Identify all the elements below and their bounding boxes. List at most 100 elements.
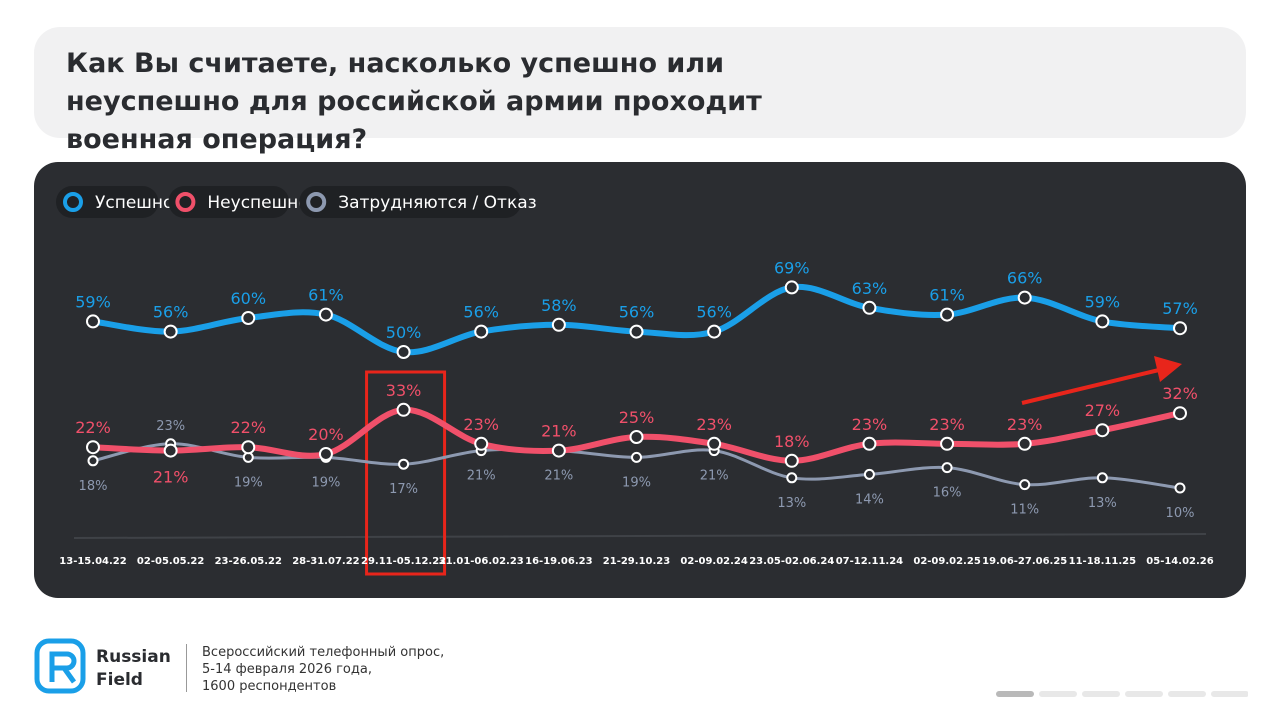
x-tick-label: 02-09.02.24 — [680, 556, 747, 567]
point — [941, 462, 953, 474]
footer: Russian Field Всероссийский телефонный о… — [34, 638, 534, 698]
value-label: 22% — [75, 418, 111, 437]
point — [1017, 436, 1032, 451]
legend-marker — [175, 192, 196, 212]
point — [396, 345, 411, 359]
value-label: 27% — [1085, 401, 1121, 420]
baseline — [73, 533, 1207, 539]
point — [707, 436, 722, 451]
legend-marker — [63, 192, 83, 212]
point — [398, 458, 410, 470]
point — [784, 280, 799, 295]
value-label: 56% — [696, 303, 732, 322]
value-label: 17% — [389, 482, 418, 497]
value-label: 14% — [855, 492, 884, 507]
point — [396, 402, 411, 417]
point — [631, 451, 642, 463]
x-tick-label: 05-14.02.26 — [1146, 556, 1213, 567]
x-tick-label: 23-26.05.22 — [215, 556, 282, 567]
x-tick-label: 19.06-27.06.25 — [982, 556, 1067, 567]
x-tick-label: 23.05-02.06.24 — [749, 556, 834, 567]
value-label: 16% — [933, 486, 962, 501]
point — [862, 300, 877, 315]
x-tick-label: 11-18.11.25 — [1069, 556, 1136, 567]
value-label: 19% — [622, 475, 651, 490]
point — [940, 436, 955, 451]
note-line: Всероссийский телефонный опрос, — [202, 645, 445, 660]
value-label: 18% — [774, 432, 810, 451]
value-label: 13% — [777, 496, 806, 511]
point — [242, 451, 254, 463]
point — [163, 443, 178, 458]
chart-panel: Успешно Неуспешно Затрудняются / Отказ 13-1… — [34, 162, 1246, 598]
value-label: 11% — [1010, 503, 1039, 518]
x-tick-label: 13-15.04.22 — [59, 556, 126, 567]
point — [474, 436, 489, 451]
divider — [186, 644, 187, 692]
value-label: 57% — [1162, 299, 1198, 318]
point — [940, 307, 955, 322]
logo — [34, 638, 86, 694]
x-tick-label: 16-19.06.23 — [525, 556, 592, 567]
note-line: 5-14 февраля 2026 года, — [202, 662, 372, 677]
value-label: 33% — [386, 381, 422, 400]
value-label: 58% — [541, 296, 577, 315]
point — [629, 324, 644, 339]
value-label: 10% — [1166, 506, 1195, 521]
value-label: 21% — [700, 469, 729, 484]
value-label: 23% — [696, 415, 732, 434]
x-tick-label: 29.11-05.12.22 — [361, 556, 446, 567]
chart: Успешно Неуспешно Затрудняются / Отказ 13-1… — [56, 186, 1214, 576]
point — [551, 443, 566, 458]
x-tick-label: 31.01-06.02.23 — [439, 556, 524, 567]
point — [241, 311, 256, 325]
highlight-box — [365, 370, 447, 576]
value-label: 18% — [79, 479, 108, 494]
x-tick-label: 28-31.07.22 — [292, 556, 359, 567]
brand-line: Russian — [96, 647, 171, 667]
point — [474, 324, 489, 339]
point — [87, 455, 99, 467]
value-label: 60% — [231, 289, 267, 308]
legend-item: Неуспешно — [168, 186, 309, 218]
point — [863, 468, 875, 480]
point — [1174, 482, 1186, 494]
x-tick-label: 21-29.10.23 — [603, 556, 670, 567]
pagination — [996, 691, 1248, 697]
point — [629, 430, 644, 444]
legend-label: Неуспешно — [207, 193, 308, 213]
point — [241, 440, 256, 455]
point — [318, 307, 333, 322]
note-line: 1600 респондентов — [202, 679, 337, 694]
title-box: Как Вы считаете, насколько успешно или н… — [34, 27, 1246, 155]
point — [784, 453, 799, 468]
legend-item: Успешно — [56, 186, 173, 218]
point — [862, 436, 877, 451]
value-label: 21% — [467, 469, 496, 484]
point — [1095, 423, 1110, 438]
value-label: 20% — [308, 425, 344, 444]
value-label: 23% — [852, 415, 888, 434]
value-label: 19% — [311, 475, 340, 490]
value-label: 23% — [1007, 415, 1043, 434]
point — [1017, 290, 1032, 305]
legend-pill — [168, 186, 290, 218]
value-label: 23% — [929, 415, 965, 434]
trend-arrow — [1021, 368, 1160, 405]
value-label: 59% — [75, 292, 111, 311]
value-label: 69% — [774, 258, 810, 277]
value-label: 56% — [153, 303, 189, 322]
title: Как Вы считаете, насколько успешно или н… — [66, 48, 762, 155]
value-label: 56% — [619, 303, 655, 322]
point — [551, 317, 566, 332]
value-label: 63% — [852, 279, 888, 298]
note: Всероссийский телефонный опрос, 5-14 фев… — [202, 644, 444, 695]
value-label: 25% — [619, 408, 655, 427]
legend-pill — [56, 186, 159, 218]
legend-item: Затрудняются / Отказ — [299, 186, 537, 218]
value-label: 21% — [541, 422, 577, 441]
point — [1095, 314, 1110, 329]
point — [1173, 406, 1187, 421]
legend-marker — [306, 192, 327, 212]
